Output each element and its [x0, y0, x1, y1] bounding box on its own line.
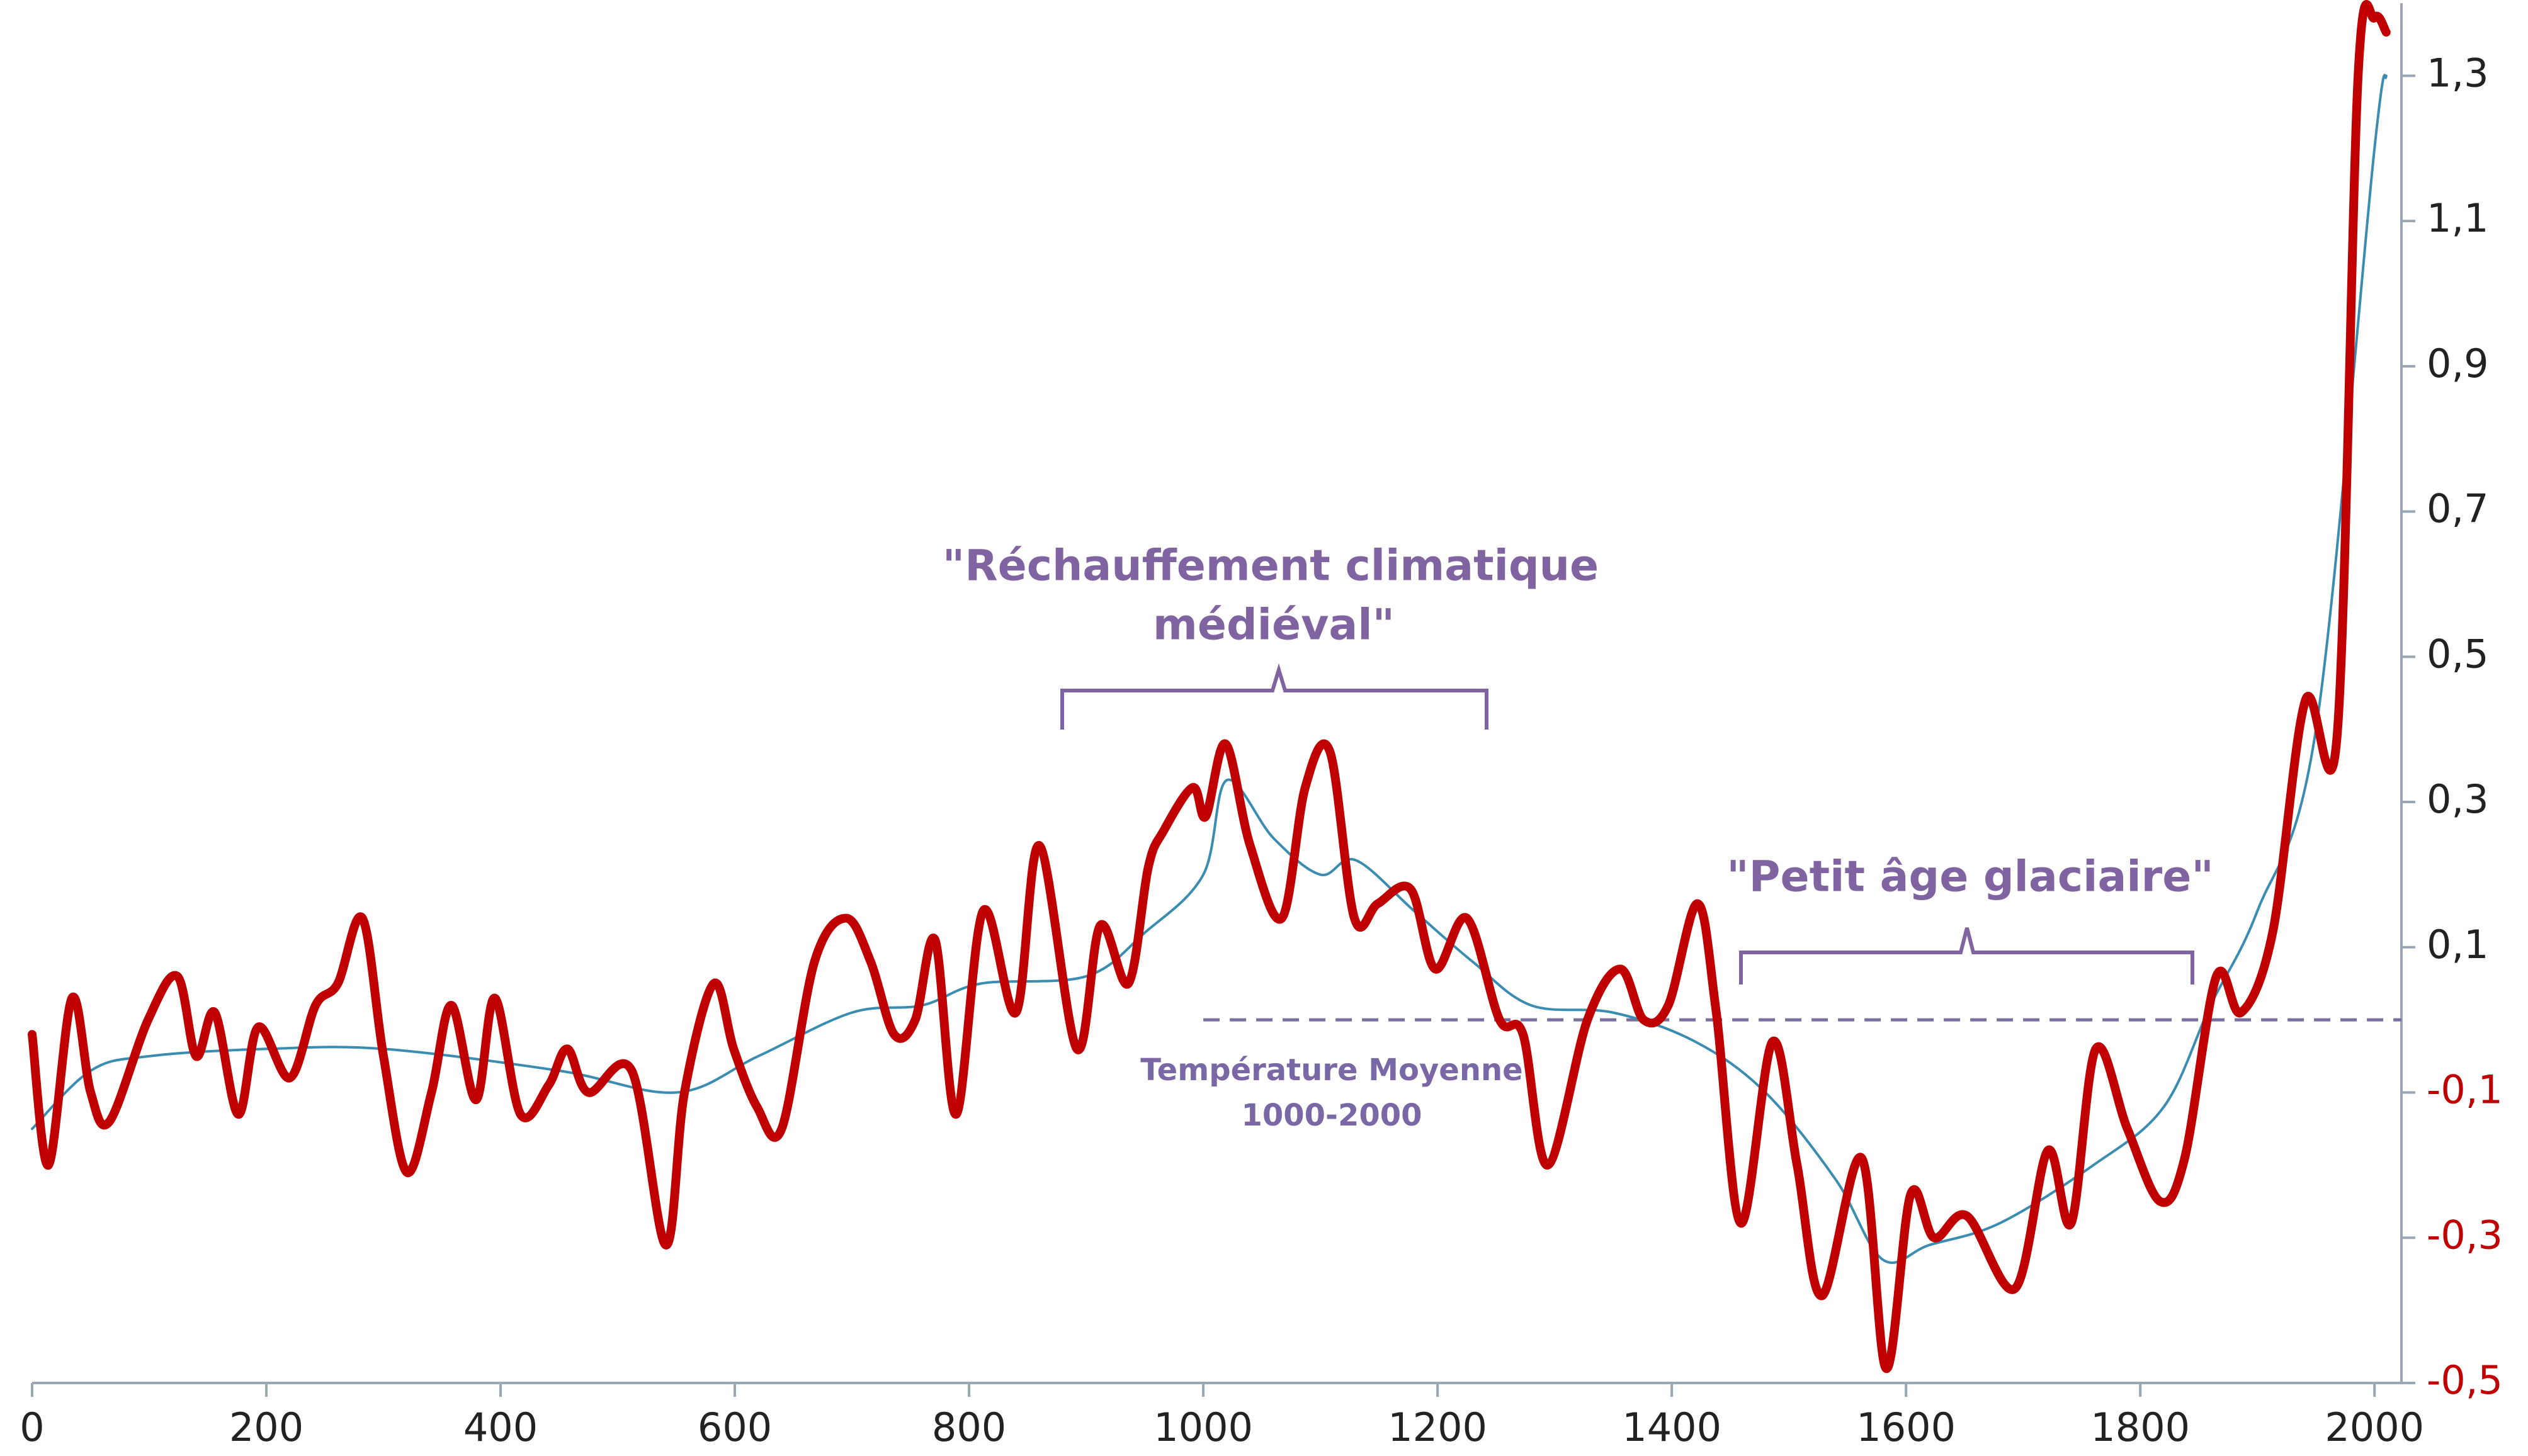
- x-tick-label: 1400: [1622, 1404, 1721, 1450]
- annotation: "Réchauffement climatique: [943, 541, 1599, 591]
- x-tick-label: 0: [20, 1404, 44, 1450]
- y-tick-label: 0,7: [2427, 486, 2489, 532]
- data-line: [28, 0, 2391, 1373]
- x-tick-label: 2000: [2325, 1404, 2424, 1450]
- x-tick-label: 800: [932, 1404, 1006, 1450]
- y-tick-label: -0,1: [2427, 1067, 2503, 1113]
- y-tick-label: 0,9: [2427, 341, 2489, 387]
- y-tick-label: -0,3: [2427, 1212, 2503, 1258]
- bracket: [1739, 927, 2194, 985]
- annotation: médiéval": [1153, 601, 1395, 650]
- x-tick-label: 1000: [1153, 1404, 1253, 1450]
- y-tick-label: -0,5: [2427, 1357, 2503, 1403]
- y-tick-label: 0,1: [2427, 922, 2489, 968]
- x-tick-label: 1800: [2090, 1404, 2190, 1450]
- y-tick-label: 0,3: [2427, 776, 2489, 822]
- y-tick-label: 1,1: [2427, 195, 2489, 241]
- y-tick-label: 1,3: [2427, 50, 2489, 96]
- x-tick-label: 1200: [1388, 1404, 1487, 1450]
- annotation: "Petit âge glaciaire": [1726, 852, 2214, 902]
- y-tick-label: 0,5: [2427, 631, 2489, 677]
- x-tick-label: 600: [698, 1404, 772, 1450]
- annotation: 1000-2000: [1241, 1098, 1422, 1133]
- x-tick-label: 1600: [1856, 1404, 1956, 1450]
- annotation: Température Moyenne: [1140, 1052, 1522, 1088]
- bracket: [1060, 663, 1488, 730]
- x-tick-label: 200: [229, 1404, 303, 1450]
- x-tick-label: 400: [463, 1404, 538, 1450]
